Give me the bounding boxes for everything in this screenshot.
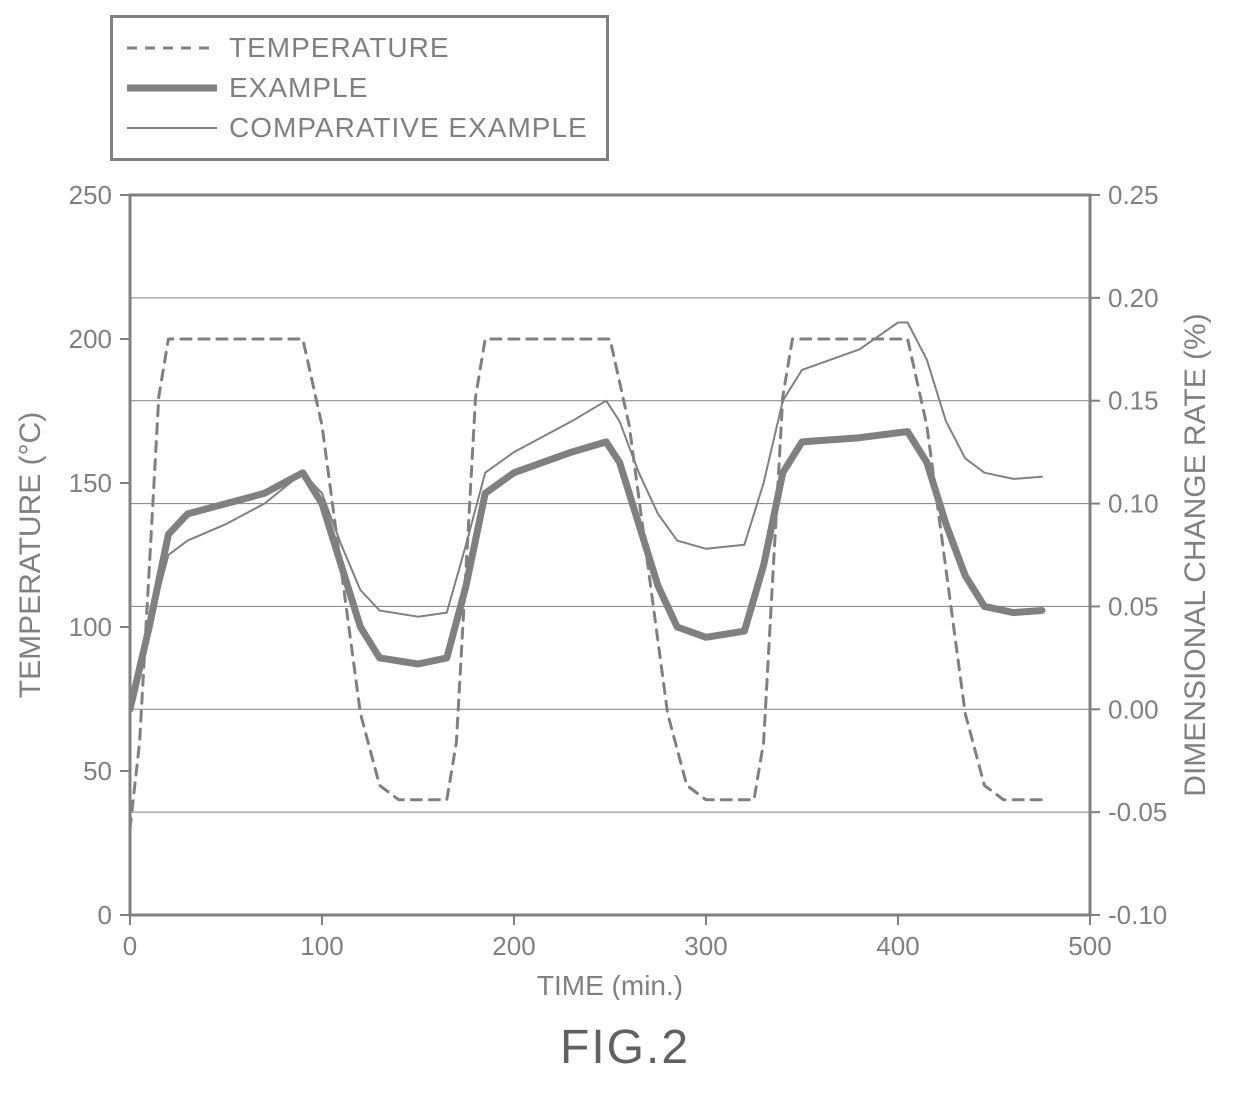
svg-text:500: 500 [1068, 931, 1111, 961]
series-comparative [130, 323, 1042, 710]
svg-text:0.05: 0.05 [1108, 591, 1159, 621]
svg-text:200: 200 [69, 324, 112, 354]
svg-text:DIMENSIONAL CHANGE RATE (%): DIMENSIONAL CHANGE RATE (%) [1179, 313, 1212, 796]
svg-text:0.00: 0.00 [1108, 694, 1159, 724]
svg-text:100: 100 [69, 612, 112, 642]
svg-text:0.15: 0.15 [1108, 386, 1159, 416]
svg-text:0: 0 [123, 931, 137, 961]
svg-text:100: 100 [300, 931, 343, 961]
chart: 0 100 200 300 400 500 TIME (min.) 0 50 100 150 200 2… [0, 0, 1240, 1000]
svg-text:-0.05: -0.05 [1108, 797, 1167, 827]
svg-text:200: 200 [492, 931, 535, 961]
svg-text:0.20: 0.20 [1108, 283, 1159, 313]
svg-text:250: 250 [69, 180, 112, 210]
svg-text:400: 400 [876, 931, 919, 961]
svg-text:0.25: 0.25 [1108, 180, 1159, 210]
svg-text:TIME (min.): TIME (min.) [537, 970, 683, 1000]
svg-text:0.10: 0.10 [1108, 489, 1159, 519]
svg-text:0: 0 [98, 900, 112, 930]
figure-caption: FIG.2 [560, 1020, 690, 1075]
figure-container: TEMPERATUREEXAMPLECOMPARATIVE EXAMPLE 01… [0, 0, 1240, 1102]
svg-text:300: 300 [684, 931, 727, 961]
svg-text:50: 50 [83, 756, 112, 786]
series-example [130, 432, 1042, 710]
svg-text:TEMPERATURE (°C): TEMPERATURE (°C) [14, 412, 47, 698]
svg-text:150: 150 [69, 468, 112, 498]
svg-text:-0.10: -0.10 [1108, 900, 1167, 930]
